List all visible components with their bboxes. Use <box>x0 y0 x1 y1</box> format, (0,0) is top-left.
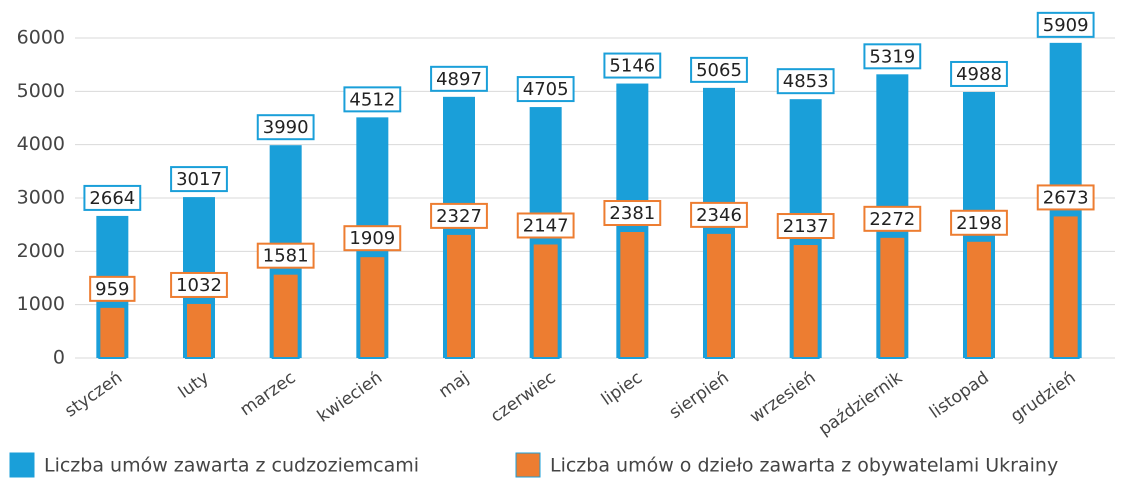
data-label-box <box>950 60 1008 87</box>
y-tick-label: 2000 <box>17 240 65 262</box>
legend-swatch <box>9 452 35 478</box>
data-label-box <box>170 271 228 298</box>
x-tick-label: luty <box>175 368 213 403</box>
bar <box>271 272 300 359</box>
bar <box>358 255 387 360</box>
data-label: 4705 <box>523 79 569 100</box>
y-tick-label: 5000 <box>17 80 65 102</box>
data-label-box <box>430 65 488 92</box>
data-label-box <box>1036 11 1095 38</box>
data-label-box <box>950 209 1008 236</box>
data-label-box <box>776 213 835 240</box>
legend-swatch <box>515 452 541 478</box>
data-label: 2137 <box>783 216 829 237</box>
bar <box>618 230 647 359</box>
data-label: 5909 <box>1043 15 1089 36</box>
x-tick-label: lipiec <box>598 368 646 410</box>
data-label: 4853 <box>783 71 829 92</box>
data-label-box <box>603 200 662 227</box>
bar <box>98 305 127 359</box>
data-label: 2147 <box>523 215 569 236</box>
data-label-box <box>516 212 575 239</box>
data-label: 4897 <box>436 69 482 90</box>
data-label-box <box>89 275 136 302</box>
data-label: 1581 <box>263 246 309 267</box>
data-label-box <box>430 202 488 229</box>
data-label: 2272 <box>869 209 915 230</box>
bar <box>878 235 907 359</box>
legend-label: Liczba umów zawarta z cudzoziemcami <box>44 455 419 477</box>
data-label: 2346 <box>696 205 742 226</box>
x-tick-label: listopad <box>926 368 993 423</box>
x-tick-label: maj <box>435 368 472 403</box>
data-label: 3990 <box>263 117 309 138</box>
x-tick-label: kwiecień <box>314 368 386 427</box>
x-tick-label: wrzesień <box>746 368 819 427</box>
bar <box>1051 214 1080 359</box>
data-label: 2664 <box>89 188 135 209</box>
data-label-box <box>1036 184 1095 211</box>
y-tick-label: 3000 <box>17 187 65 209</box>
data-label-box <box>343 86 402 113</box>
data-label-box <box>83 184 142 211</box>
bar <box>791 243 820 360</box>
data-label: 3017 <box>176 169 222 190</box>
data-label-box <box>516 76 575 103</box>
bar <box>185 301 213 359</box>
y-tick-label: 6000 <box>17 27 65 49</box>
data-label-box <box>863 205 922 232</box>
x-tick-label: czerwiec <box>487 368 559 427</box>
data-label-box <box>256 114 315 141</box>
data-label-box <box>256 242 315 269</box>
y-tick-label: 1000 <box>17 293 65 315</box>
x-tick-label: październik <box>815 368 906 440</box>
bar <box>445 232 473 359</box>
legend-label: Liczba umów o dzieło zawarta z obywatela… <box>550 455 1058 477</box>
data-label: 2673 <box>1043 187 1089 208</box>
data-label: 1909 <box>349 228 395 249</box>
x-tick-label: grudzień <box>1007 368 1079 427</box>
data-label: 1032 <box>176 275 222 296</box>
data-label-box <box>776 68 835 95</box>
data-label: 2381 <box>609 203 655 224</box>
x-tick-label: styczeń <box>61 368 126 422</box>
data-label-box <box>690 201 748 228</box>
data-label: 4988 <box>956 64 1002 85</box>
data-label: 5065 <box>696 60 742 81</box>
bar <box>531 242 560 359</box>
bar <box>965 239 993 359</box>
data-label: 4512 <box>349 89 395 110</box>
data-label-box <box>343 225 402 252</box>
y-tick-label: 0 <box>53 347 65 369</box>
data-label-box <box>170 166 228 193</box>
data-label-box <box>603 52 662 79</box>
data-label: 959 <box>95 279 129 300</box>
data-label-box <box>863 43 922 70</box>
x-tick-label: sierpień <box>666 368 733 423</box>
x-tick-label: marzec <box>237 368 300 420</box>
data-label-box <box>690 56 748 83</box>
data-label: 2198 <box>956 213 1002 234</box>
y-tick-label: 4000 <box>17 133 65 155</box>
bar <box>705 231 733 360</box>
data-label: 5146 <box>609 56 655 77</box>
data-label: 2327 <box>436 206 482 227</box>
data-label: 5319 <box>869 46 915 67</box>
